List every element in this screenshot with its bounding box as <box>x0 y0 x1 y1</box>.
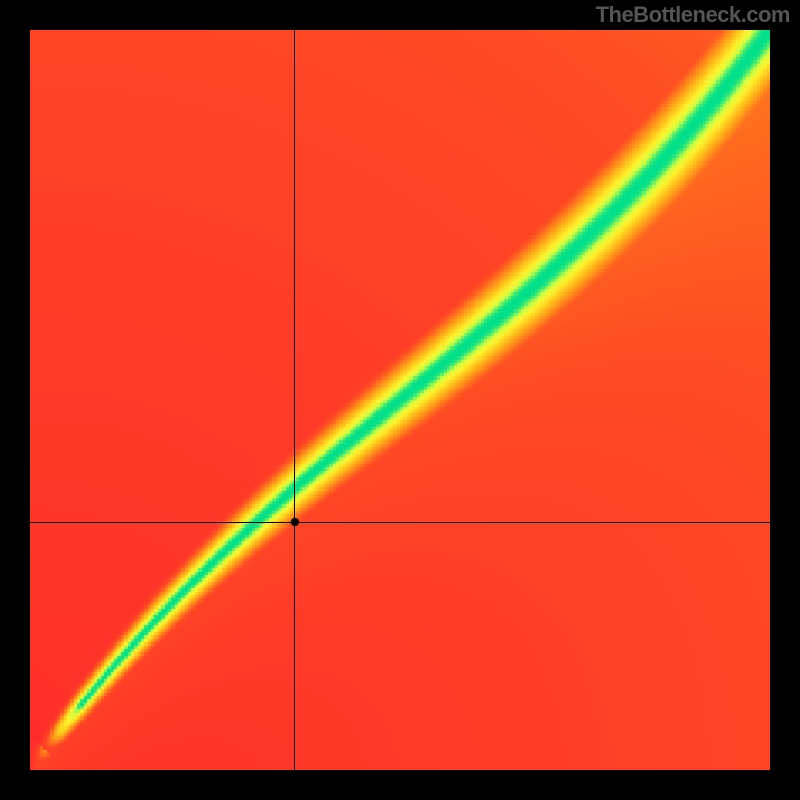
crosshair-horizontal <box>30 522 770 523</box>
crosshair-vertical <box>294 30 295 770</box>
attribution-label: TheBottleneck.com <box>596 2 790 28</box>
heatmap-plot <box>30 30 770 770</box>
chart-container: TheBottleneck.com <box>0 0 800 800</box>
heatmap-canvas <box>30 30 770 770</box>
